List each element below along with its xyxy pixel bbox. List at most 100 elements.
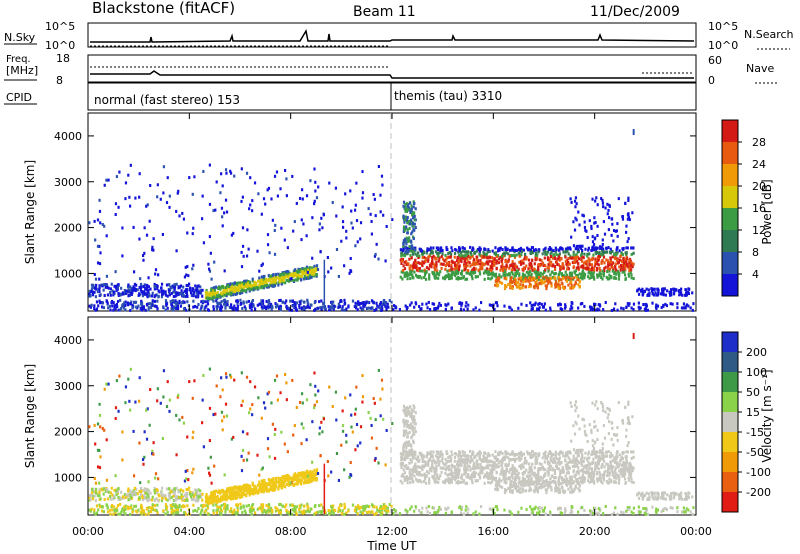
power-cell bbox=[570, 283, 573, 287]
power-cell bbox=[433, 268, 437, 272]
power-cell bbox=[669, 293, 672, 297]
velocity-cell bbox=[215, 384, 218, 388]
power-cell bbox=[414, 273, 418, 277]
velocity-cell bbox=[196, 492, 199, 496]
power-cell bbox=[271, 273, 274, 277]
power-cell bbox=[472, 258, 476, 262]
power-cell bbox=[548, 257, 551, 261]
power-cell bbox=[428, 264, 432, 268]
power-cell bbox=[621, 215, 624, 219]
velocity-cell bbox=[133, 490, 136, 494]
velocity-cell bbox=[271, 422, 274, 426]
velocity-cell bbox=[300, 503, 303, 507]
power-cell bbox=[564, 255, 567, 259]
velocity-cell bbox=[249, 407, 252, 411]
power-cell bbox=[399, 258, 402, 262]
velocity-cell bbox=[233, 492, 236, 496]
power-cell bbox=[477, 268, 480, 272]
velocity-cell bbox=[204, 509, 207, 513]
power-cell bbox=[511, 246, 514, 250]
power-cell bbox=[445, 246, 448, 250]
power-cell bbox=[239, 298, 242, 302]
velocity-cell bbox=[256, 489, 259, 493]
power-cell bbox=[405, 263, 408, 267]
power-cell bbox=[493, 274, 496, 278]
velocity-cell bbox=[138, 496, 141, 500]
power-cell bbox=[575, 244, 579, 248]
velocity-cell bbox=[223, 473, 226, 477]
power-cell bbox=[311, 266, 314, 270]
power-cell bbox=[98, 290, 101, 294]
velocity-cell bbox=[263, 508, 266, 512]
power-cell bbox=[460, 251, 463, 255]
power-cell bbox=[545, 252, 549, 256]
power-cell bbox=[522, 248, 525, 252]
power-cell bbox=[630, 252, 633, 256]
velocity-cell bbox=[245, 489, 248, 493]
velocity-cell bbox=[245, 487, 248, 491]
power-cell bbox=[607, 246, 610, 250]
power-cell bbox=[492, 303, 495, 307]
power-cell bbox=[557, 303, 560, 307]
power-cell bbox=[400, 251, 403, 255]
velocity-cell bbox=[391, 422, 394, 426]
velocity-cell bbox=[301, 471, 304, 475]
power-cell bbox=[570, 235, 573, 239]
power-cell bbox=[109, 291, 112, 295]
power-cell bbox=[129, 285, 132, 289]
velocity-cell bbox=[339, 504, 342, 508]
power-cell bbox=[413, 305, 416, 309]
power-cell bbox=[354, 301, 357, 305]
power-cell bbox=[453, 263, 457, 267]
velocity-cell bbox=[371, 510, 374, 514]
velocity-cell bbox=[128, 399, 131, 403]
velocity-cell bbox=[209, 494, 212, 498]
velocity-cell bbox=[193, 379, 196, 383]
power-cell bbox=[424, 277, 428, 281]
power-cell bbox=[568, 246, 572, 250]
velocity-cell bbox=[182, 489, 185, 493]
power-cell bbox=[288, 306, 291, 310]
velocity-cell bbox=[328, 512, 331, 516]
cpid-segment-2: themis (tau) 3310 bbox=[394, 89, 502, 103]
velocity-cell bbox=[157, 499, 160, 503]
power-cell bbox=[493, 258, 496, 262]
velocity-cell bbox=[197, 488, 200, 492]
velocity-cell bbox=[253, 484, 256, 488]
power-cell bbox=[144, 308, 147, 312]
power-cell bbox=[509, 306, 512, 310]
velocity-cell bbox=[219, 490, 222, 494]
power-cell bbox=[378, 302, 382, 306]
power-cell bbox=[417, 275, 420, 279]
velocity-cell bbox=[226, 507, 229, 511]
velocity-cell bbox=[101, 427, 104, 431]
power-cell bbox=[193, 175, 196, 179]
power-cell bbox=[117, 308, 120, 312]
velocity-cell bbox=[319, 454, 322, 458]
velocity-cell bbox=[116, 509, 119, 513]
velocity-cell bbox=[313, 406, 316, 410]
velocity-cell bbox=[224, 402, 228, 406]
power-cell bbox=[494, 246, 497, 250]
power-cell bbox=[306, 300, 309, 304]
power-cell bbox=[607, 264, 610, 268]
velocity-cell bbox=[113, 508, 116, 512]
power-cell bbox=[570, 277, 573, 281]
power-cell bbox=[432, 302, 436, 306]
power-cell bbox=[440, 262, 444, 266]
velocity-cell bbox=[328, 385, 331, 389]
power-cell bbox=[526, 246, 529, 250]
power-cell bbox=[105, 234, 108, 238]
power-cell bbox=[188, 286, 192, 290]
power-cell bbox=[625, 246, 628, 250]
power-cell bbox=[406, 277, 409, 281]
velocity-cell bbox=[124, 401, 127, 405]
velocity-cell bbox=[95, 504, 99, 508]
power-cell bbox=[226, 300, 229, 304]
velocity-cell bbox=[269, 478, 273, 482]
velocity-cell bbox=[170, 495, 173, 499]
power-cell bbox=[422, 251, 426, 255]
power-cell bbox=[212, 307, 215, 311]
velocity-cell bbox=[230, 510, 233, 514]
power-cell bbox=[608, 267, 612, 271]
